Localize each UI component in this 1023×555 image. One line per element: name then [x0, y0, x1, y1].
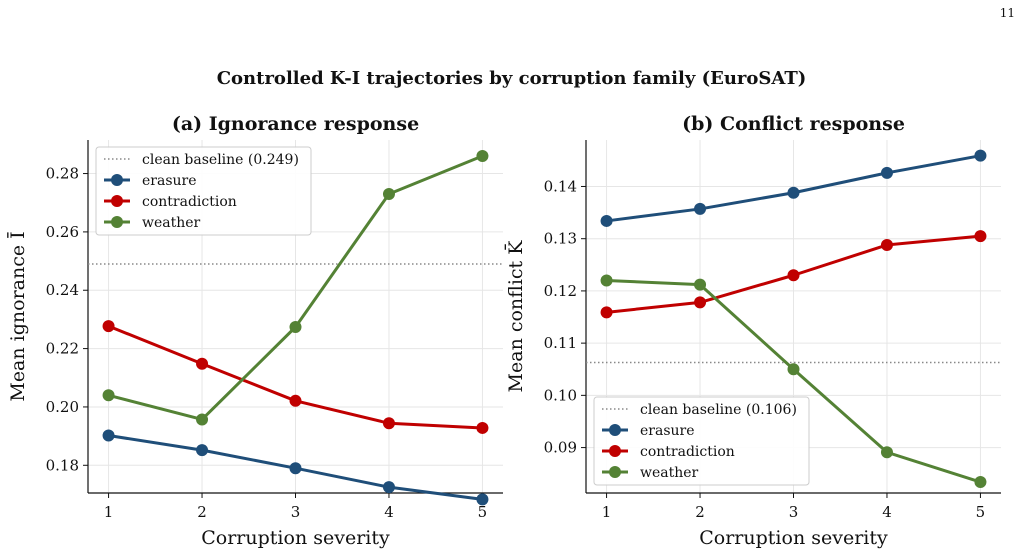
x-tick-label: 1	[104, 503, 114, 521]
x-tick-label: 4	[882, 503, 892, 521]
x-tick-label: 2	[695, 503, 705, 521]
data-point-erasure	[787, 186, 800, 199]
data-point-weather	[880, 446, 893, 459]
x-tick-label: 5	[976, 503, 986, 521]
legend: clean baseline (0.106) erasure contradicti…	[593, 396, 810, 486]
x-tick-label: 3	[291, 503, 301, 521]
y-tick-label: 0.13	[544, 230, 577, 248]
legend-marker-weather	[111, 216, 123, 228]
y-tick-label: 0.22	[46, 340, 79, 358]
panel-title: (a) Ignorance response	[172, 113, 419, 135]
data-point-weather	[600, 274, 613, 287]
x-axis-label: Corruption severity	[699, 527, 888, 549]
legend-marker-weather	[609, 466, 621, 478]
y-tick-label: 0.14	[544, 177, 577, 195]
data-point-contradiction	[196, 357, 209, 370]
x-tick-label: 4	[384, 503, 394, 521]
data-point-contradiction	[289, 394, 302, 407]
legend-marker-contradiction	[609, 445, 621, 457]
y-tick-label: 0.26	[46, 223, 79, 241]
data-point-erasure	[880, 166, 893, 179]
legend-box	[593, 396, 810, 486]
y-tick-label: 0.20	[46, 398, 79, 416]
data-point-erasure	[196, 444, 209, 457]
y-tick-label: 0.11	[544, 334, 577, 352]
legend-marker-contradiction	[111, 195, 123, 207]
data-point-weather	[476, 150, 489, 163]
chart-panel-conflict: 1 2 3 4 5 0.09 0.10 0.11 0.12 0.13 0.14 (b) Conflic…	[504, 113, 1001, 549]
data-point-erasure	[289, 462, 302, 475]
x-tick-label: 1	[602, 503, 612, 521]
data-point-erasure	[974, 149, 987, 162]
legend-label-weather: weather	[640, 465, 699, 481]
data-point-contradiction	[694, 296, 707, 309]
data-point-weather	[289, 321, 302, 334]
x-axis-label: Corruption severity	[201, 527, 390, 549]
legend-box	[95, 146, 312, 236]
data-point-contradiction	[974, 230, 987, 243]
legend-label-erasure: erasure	[142, 173, 197, 189]
x-tick-label: 5	[478, 503, 488, 521]
data-point-weather	[196, 413, 209, 426]
data-point-erasure	[476, 493, 489, 506]
data-point-contradiction	[382, 417, 395, 430]
data-point-contradiction	[787, 269, 800, 282]
page-number: 11	[999, 6, 1015, 20]
data-point-weather	[382, 187, 395, 200]
legend-marker-erasure	[111, 174, 123, 186]
legend-label-baseline: clean baseline (0.249)	[142, 152, 299, 168]
y-tick-label: 0.09	[544, 439, 577, 457]
data-point-contradiction	[600, 306, 613, 319]
legend-marker-erasure	[609, 424, 621, 436]
y-tick-label: 0.12	[544, 282, 577, 300]
data-point-weather	[787, 363, 800, 376]
figure-title: Controlled K-I trajectories by corruptio…	[216, 68, 807, 89]
data-point-weather	[694, 278, 707, 291]
data-point-erasure	[694, 202, 707, 215]
data-point-contradiction	[476, 421, 489, 434]
data-point-erasure	[102, 429, 115, 442]
data-point-erasure	[600, 214, 613, 227]
data-point-weather	[102, 389, 115, 402]
legend-label-contradiction: contradiction	[142, 194, 237, 210]
panel-title: (b) Conflict response	[682, 113, 905, 135]
legend-label-contradiction: contradiction	[640, 444, 735, 460]
legend: clean baseline (0.249) erasure contradicti…	[95, 146, 312, 236]
y-tick-label: 0.28	[46, 165, 79, 183]
legend-label-baseline: clean baseline (0.106)	[640, 402, 797, 418]
x-tick-label: 3	[789, 503, 799, 521]
data-point-weather	[974, 476, 987, 489]
y-tick-label: 0.10	[544, 386, 577, 404]
y-axis-label: Mean ignorance Ī	[6, 231, 29, 401]
y-tick-label: 0.24	[46, 281, 79, 299]
data-point-erasure	[382, 481, 395, 494]
legend-label-erasure: erasure	[640, 423, 695, 439]
chart-panel-ignorance: 1 2 3 4 5 0.18 0.20 0.22 0.24 0.26 0.28 (a) Ignoran…	[6, 113, 503, 549]
data-point-contradiction	[880, 238, 893, 251]
y-tick-label: 0.18	[46, 456, 79, 474]
data-point-contradiction	[102, 320, 115, 333]
y-axis-label: Mean conflict K̄	[504, 240, 527, 393]
legend-label-weather: weather	[142, 215, 201, 231]
x-tick-label: 2	[197, 503, 207, 521]
